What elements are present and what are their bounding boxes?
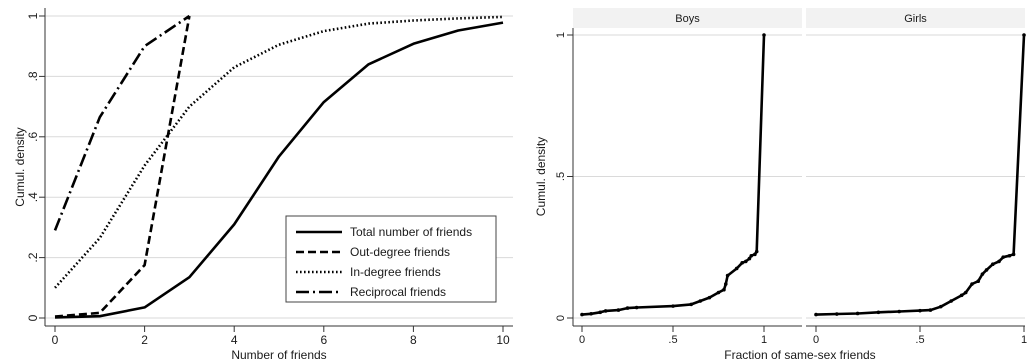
x-tick-label: 6 [320,333,327,347]
data-point [598,310,602,315]
legend-label: In-degree friends [350,265,441,279]
data-point [980,272,985,276]
x-axis-label: Fraction of same-sex friends [724,348,875,362]
data-point [1001,255,1005,259]
data-point [634,305,639,310]
data-point [671,304,675,308]
y-tick-label: .4 [26,192,40,202]
data-point [580,312,584,317]
data-point [625,306,630,310]
data-point [589,311,593,316]
legend-label: Total number of friends [350,225,472,239]
x-tick-label: 0 [579,334,585,346]
panel-title: Boys [675,13,700,25]
data-point [897,309,901,314]
data-point [722,287,726,292]
data-point [723,282,728,286]
data-point [835,312,839,316]
data-point [855,311,860,316]
y-tick-label: .8 [26,71,40,81]
panel-header [806,8,1025,28]
x-tick-label: 4 [231,333,238,347]
data-point [754,249,759,254]
y-tick-label: .6 [26,131,40,141]
x-axis-label: Number of friends [231,348,326,362]
data-point [740,261,744,265]
panel-title: Girls [904,13,927,25]
data-point [1022,33,1026,37]
series-line-dashed [54,15,191,318]
data-point [959,293,964,298]
x-tick-label: 1 [761,334,767,346]
x-tick-label: .5 [668,334,677,346]
data-point [616,308,621,312]
y-tick-label: 1 [555,32,567,38]
data-point [762,33,766,37]
legend-label: Out-degree friends [350,245,450,259]
series-line-dashdot [53,14,191,231]
data-point [734,266,739,271]
x-tick-label: 8 [410,333,417,347]
y-tick-label: 0 [555,315,567,321]
y-tick-label: 1 [26,12,40,19]
legend-box [285,215,497,303]
y-axis-label: Cumul. density [534,137,548,216]
data-point [698,299,703,303]
series-line-dotted [54,15,504,289]
data-point [939,304,943,309]
cdf-line [815,34,1026,316]
panel-header [573,8,802,28]
x-tick-label: 2 [141,333,148,347]
data-point [1011,252,1016,257]
data-point [918,308,922,313]
data-point [876,310,881,315]
y-axis-label: Cumul. density [13,127,27,206]
data-point [970,282,974,286]
data-point [689,302,693,307]
legend: Total number of friends Out-degree friend… [285,215,497,303]
data-point [991,262,995,267]
series-line-solid [54,21,504,319]
panel-girls: Girls 0 .5 1 [806,8,1027,346]
data-point [747,256,752,261]
x-tick-label: .5 [915,334,924,346]
data-point [753,252,757,257]
cdf-line [581,34,766,316]
data-point [1007,253,1012,258]
data-point [963,290,968,295]
data-point [928,308,933,312]
data-point [984,268,989,272]
data-point [725,273,730,278]
data-point [949,299,953,303]
panel-boys: Boys 0 .5 1 [573,8,802,346]
legend-label: Reciprocal friends [350,285,446,299]
data-point [716,290,721,295]
y-tick-label: .2 [26,252,40,262]
data-point [814,312,818,317]
x-tick-label: 0 [52,333,59,347]
data-point [744,259,748,264]
y-tick-label: 0 [26,314,40,321]
chart-right: Boys 0 .5 1 Girls 0 .5 1 0 .5 1 Cumul. density Fract… [534,8,1027,362]
data-point [749,253,754,258]
x-tick-label: 1 [1021,334,1027,346]
data-point [603,309,608,313]
x-tick-label: 10 [496,333,510,347]
x-tick-label: 0 [813,334,819,346]
data-point [997,259,1001,264]
data-point [976,279,981,284]
data-point [707,295,712,300]
y-tick-label: .5 [555,172,567,181]
